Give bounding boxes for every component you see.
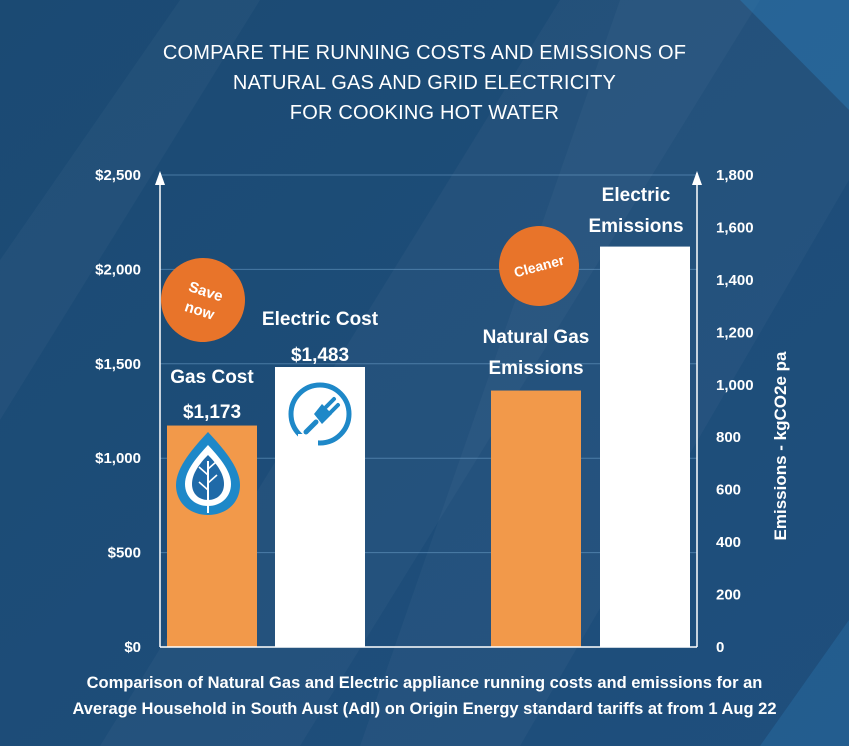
- bar-label: Electric Cost: [262, 309, 379, 330]
- plug-cord: [303, 419, 319, 435]
- right-axis-tick-label: 1,600: [716, 219, 754, 236]
- left-axis-tick-label: $2,000: [95, 261, 141, 278]
- bar-label: Electric: [602, 185, 671, 206]
- right-axis-tick-label: 1,200: [716, 324, 754, 341]
- footer-line-2: Average Household in South Aust (Adl) on…: [72, 700, 777, 718]
- title-line-1: COMPARE THE RUNNING COSTS AND EMISSIONS …: [162, 42, 687, 64]
- bar-label: Gas Cost: [170, 367, 254, 388]
- chart-title: COMPARE THE RUNNING COSTS AND EMISSIONS …: [0, 38, 849, 128]
- plug-pin: [324, 397, 336, 409]
- left-axis-tick-label: $2,500: [95, 167, 141, 184]
- right-axis-tick-label: 1,400: [716, 272, 754, 289]
- bar-label: Natural Gas: [483, 327, 590, 348]
- right-axis-tick-label: 400: [716, 534, 741, 551]
- bar: [491, 390, 581, 647]
- badge-circle: [161, 258, 245, 342]
- cleaner-badge: Cleaner: [499, 226, 579, 306]
- right-axis-tick-label: 200: [716, 587, 741, 604]
- title-line-2: NATURAL GAS AND GRID ELECTRICITY: [232, 72, 617, 94]
- right-axis-title: Emissions - kgCO2e pa: [771, 351, 790, 540]
- chart-footer: Comparison of Natural Gas and Electric a…: [0, 670, 849, 722]
- gas-flame-leaf-icon: [176, 432, 240, 515]
- left-axis-tick-label: $500: [108, 545, 141, 562]
- left-axis-arrow: [155, 171, 165, 185]
- plug-pin: [328, 403, 340, 415]
- right-axis-tick-label: 1,800: [716, 167, 754, 184]
- plug-ring: [288, 382, 352, 446]
- left-axis-tick-label: $0: [124, 639, 141, 656]
- footer-line-1: Comparison of Natural Gas and Electric a…: [86, 674, 763, 692]
- badge-circle: [499, 226, 579, 306]
- right-axis-tick-label: 800: [716, 429, 741, 446]
- ring-gap: [298, 434, 318, 448]
- right-axis-tick-label: 1,000: [716, 377, 754, 394]
- left-axis-tick-label: $1,000: [95, 450, 141, 467]
- leaf-veins: [198, 461, 218, 491]
- bar: [600, 246, 690, 647]
- left-axis-tick-label: $1,500: [95, 356, 141, 373]
- right-axis-tick-label: 600: [716, 482, 741, 499]
- electric-plug-icon: [288, 382, 352, 448]
- bar-label: Emissions: [488, 358, 583, 379]
- right-axis-arrow: [692, 171, 702, 185]
- bar-label: Emissions: [588, 216, 683, 237]
- bar-value-label: $1,483: [291, 345, 349, 366]
- plug-body: [314, 404, 332, 424]
- right-axis-tick-label: 0: [716, 639, 724, 656]
- bar-value-label: $1,173: [183, 402, 241, 423]
- title-line-3: FOR COOKING HOT WATER: [289, 102, 560, 124]
